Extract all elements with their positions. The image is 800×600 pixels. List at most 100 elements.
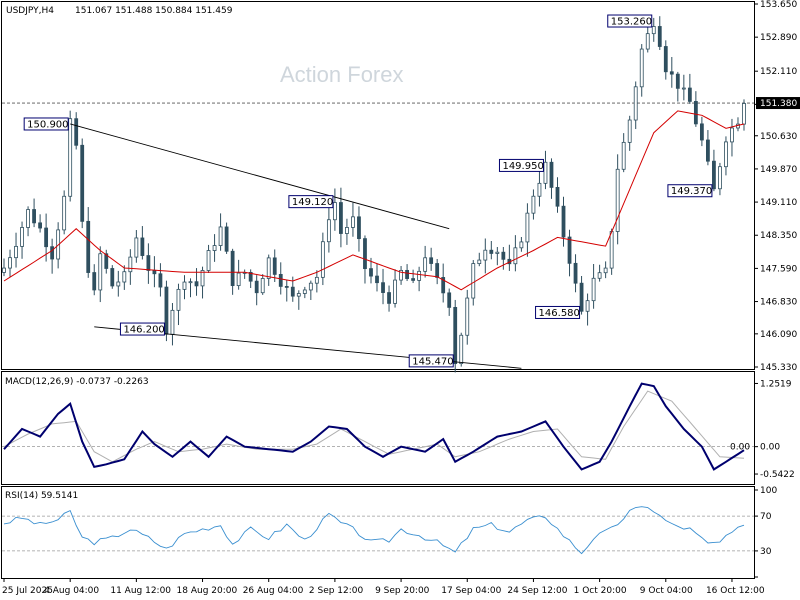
candle: [369, 257, 373, 284]
candle: [50, 238, 55, 274]
candle: [140, 226, 145, 260]
candle: [260, 274, 265, 295]
candle: [699, 116, 704, 147]
candle: [98, 246, 103, 303]
candle: [453, 299, 458, 373]
candle: [110, 265, 115, 289]
x-tick-label: 18 Aug 20:00: [177, 586, 238, 596]
watermark: Action Forex: [280, 62, 404, 87]
candle: [339, 187, 343, 248]
candle: [447, 288, 452, 316]
candle: [272, 249, 277, 283]
annotation-label: 149.370: [671, 186, 712, 197]
candle: [62, 190, 67, 235]
candle: [459, 332, 464, 367]
price-annotation: 145.470: [408, 354, 454, 368]
x-tick-label: 11 Aug 12:00: [110, 586, 171, 596]
candle: [164, 280, 169, 342]
candle: [44, 213, 49, 262]
main-panel-frame: [1, 1, 755, 370]
y-tick-label: 152.890: [760, 33, 797, 43]
moving-average-line: [3, 110, 745, 291]
macd-title: MACD(12,26,9) -0.0737 -0.2263: [5, 377, 149, 387]
candle: [158, 263, 163, 297]
candle: [2, 258, 6, 277]
candle: [74, 112, 79, 150]
x-tick-label: 2 Sep 12:00: [309, 586, 364, 596]
macd-panel-frame: [1, 371, 755, 485]
macd-y-tick-label: 0.00: [760, 443, 780, 453]
candle: [706, 130, 710, 166]
y-tick-label: 146.090: [760, 330, 797, 340]
candle: [681, 74, 686, 101]
candle: [615, 154, 620, 245]
candle: [441, 263, 446, 303]
x-tick-label: 25 Jul 2025: [2, 586, 53, 596]
candle: [188, 278, 193, 298]
candle: [411, 269, 416, 284]
candle: [8, 249, 12, 277]
candle: [579, 275, 584, 315]
candle: [314, 270, 319, 293]
candle: [645, 25, 650, 53]
y-tick-label: 149.870: [760, 165, 797, 175]
candle: [32, 198, 36, 228]
y-tick-label: 150.630: [760, 132, 797, 142]
candle: [68, 110, 73, 202]
price-panel: 150.900 146.200 149.120 145.470 149.950 146.5…: [2, 14, 754, 373]
y-tick-label: 152.110: [760, 67, 797, 77]
y-tick-label: 148.350: [760, 231, 797, 241]
current-price-label: 151.380: [760, 99, 797, 109]
annotation-label: 145.470: [412, 356, 453, 367]
candle: [326, 205, 331, 253]
y-tick-label: 147.590: [760, 264, 797, 274]
annotation-label: 153.260: [611, 17, 652, 28]
candle: [675, 71, 680, 102]
candle: [621, 133, 626, 173]
candle: [92, 264, 97, 296]
candle: [669, 56, 674, 88]
candle: [483, 238, 488, 274]
candle: [465, 289, 470, 345]
candle: [128, 249, 133, 285]
annotation-label: 146.200: [123, 325, 164, 336]
rsi-title: RSI(14) 59.5141: [5, 491, 78, 501]
macd-y-tick-label: 1.2519: [760, 379, 792, 389]
candle: [712, 149, 716, 192]
candle: [399, 266, 403, 285]
price-annotation: 149.950: [498, 158, 544, 172]
rsi-y-tick-label: 100: [760, 486, 777, 496]
y-tick-label: 149.110: [760, 198, 797, 208]
candle: [555, 177, 560, 213]
trendline: [70, 123, 450, 230]
x-tick-label: 16 Oct 12:00: [706, 586, 765, 596]
candle: [20, 221, 24, 259]
candle: [663, 40, 668, 80]
candle: [525, 203, 530, 257]
y-tick-label: 146.830: [760, 298, 797, 308]
candle: [320, 232, 325, 286]
candle: [573, 254, 578, 293]
x-tick-label: 1 Oct 20:00: [574, 586, 627, 596]
chart-header-ohlc: 151.067 151.488 150.884 151.459: [75, 6, 233, 16]
candle: [206, 244, 211, 273]
macd-zero-label: 0.00: [730, 443, 750, 453]
candle: [543, 150, 548, 190]
x-tick-label: 26 Aug 04:00: [243, 586, 304, 596]
candle: [597, 264, 602, 282]
candle: [14, 232, 18, 268]
candle: [254, 275, 259, 306]
candle: [519, 236, 524, 252]
candle: [651, 17, 656, 42]
candle: [513, 235, 518, 272]
price-annotation: 153.260: [607, 14, 653, 28]
candle: [284, 279, 289, 302]
annotation-label: 150.900: [27, 119, 68, 130]
candle: [296, 290, 301, 310]
candle: [718, 162, 722, 196]
candle: [531, 189, 536, 220]
candle: [176, 283, 181, 326]
annotation-label: 149.120: [292, 197, 333, 208]
candle: [567, 229, 572, 277]
